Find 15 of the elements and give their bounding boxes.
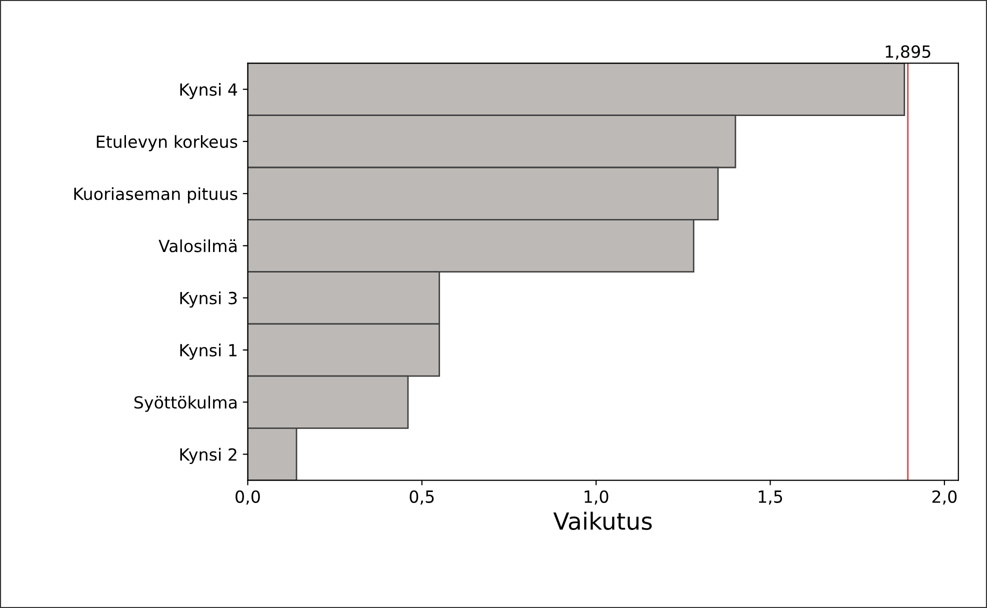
- y-tick-label: Valosilmä: [158, 239, 237, 252]
- x-tick-label: 1,0: [584, 490, 608, 505]
- y-tick-label: Kynsi 2: [180, 448, 236, 464]
- y-tick-label: Etulevyn korkeus: [96, 135, 238, 152]
- y-tick-label: Kynsi 1: [180, 344, 236, 360]
- x-axis-title: Vaikutus: [553, 512, 652, 530]
- y-tick-label: Kuoriaseman pituus: [74, 187, 238, 204]
- x-tick-label: 0,5: [410, 490, 434, 505]
- x-tick-label: 2,0: [932, 490, 957, 505]
- y-tick-label: Kynsi 3: [180, 292, 237, 308]
- y-tick-label: Kynsi 4: [180, 82, 238, 100]
- ref-line-label: 1,895: [886, 45, 930, 60]
- x-tick-label: 0,0: [236, 490, 260, 505]
- y-tick-label: Syöttökulma: [134, 396, 236, 412]
- x-tick-label: 1,5: [758, 490, 782, 505]
